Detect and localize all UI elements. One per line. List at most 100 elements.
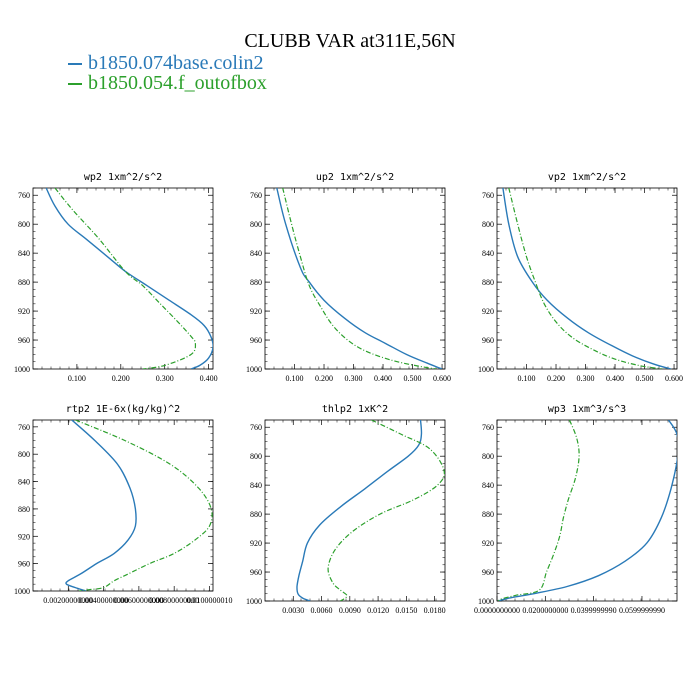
y-tick-label: 880 [18, 278, 30, 287]
chart-title: thlp2 1xK^2 [322, 404, 388, 415]
y-tick-label: 760 [250, 423, 262, 432]
y-tick-label: 920 [482, 539, 494, 548]
y-tick-label: 960 [250, 336, 262, 345]
y-tick-label: 880 [482, 510, 494, 519]
x-tick-label: 0.600 [433, 374, 451, 383]
legend-line-icon [68, 83, 82, 86]
y-tick-label: 880 [482, 278, 494, 287]
x-tick-label: 0.0200000000 [522, 606, 568, 615]
y-tick-label: 960 [18, 560, 30, 569]
chart-panel-4: thlp2 1xK^2 760 800 840 880 920 960 1000 0.0030 0… [246, 404, 446, 615]
x-tick-label: 0.0060 [311, 606, 333, 615]
series-line-1 [54, 188, 197, 369]
y-tick-label: 1000 [14, 587, 30, 596]
chart-title: wp3 1xm^3/s^3 [548, 404, 626, 415]
x-tick-label: 0.400 [200, 374, 218, 383]
x-tick-label: 0.500 [636, 374, 654, 383]
x-tick-label: 0.0399999990 [571, 606, 617, 615]
y-tick-label: 960 [18, 336, 30, 345]
y-tick-label: 800 [482, 220, 494, 229]
y-tick-label: 800 [18, 450, 30, 459]
series-line-0 [502, 188, 672, 369]
x-tick-label: 0.0030 [282, 606, 304, 615]
x-tick-label: 0.100 [518, 374, 536, 383]
series-line-1 [75, 420, 213, 591]
y-tick-label: 880 [18, 505, 30, 514]
series-line-0 [296, 420, 423, 601]
chart-title: up2 1xm^2/s^2 [316, 172, 394, 183]
y-tick-label: 760 [18, 191, 30, 200]
x-tick-label: 0.300 [156, 374, 174, 383]
y-tick-label: 920 [18, 307, 30, 316]
series-line-1 [327, 420, 445, 601]
x-tick-label: 0.300 [577, 374, 595, 383]
legend-entry-0: b1850.074base.colin2 [68, 52, 264, 75]
x-tick-label: 0.100 [68, 374, 86, 383]
y-tick-label: 920 [250, 307, 262, 316]
x-tick-label: 0.00200000000 [43, 596, 93, 605]
x-tick-label: 0.0120 [367, 606, 389, 615]
x-tick-label: 0.0100000010 [186, 596, 232, 605]
y-tick-label: 840 [482, 249, 494, 258]
y-tick-label: 880 [250, 510, 262, 519]
series-line-1 [497, 420, 580, 601]
chart-panel-0: wp2 1xm^2/s^2 760 800 840 880 920 960 1000 0.100… [14, 172, 218, 383]
x-tick-label: 0.0599999990 [619, 606, 665, 615]
y-tick-label: 840 [250, 481, 262, 490]
y-tick-label: 880 [250, 278, 262, 287]
y-tick-label: 760 [482, 423, 494, 432]
chart-panel-5: wp3 1xm^3/s^3 760 800 840 880 920 960 10000.000… [474, 404, 678, 615]
legend-entry-1: b1850.054.f_outofbox [68, 72, 267, 95]
x-tick-label: 0.100 [286, 374, 304, 383]
x-tick-label: 0.200 [547, 374, 565, 383]
x-tick-label: 0.00800000000 [149, 596, 199, 605]
x-tick-label: 0.00600000000 [114, 596, 164, 605]
series-line-1 [282, 188, 437, 369]
y-tick-label: 920 [250, 539, 262, 548]
y-tick-label: 840 [482, 481, 494, 490]
figure-title: CLUBB VAR at311E,56N [244, 30, 456, 52]
y-tick-label: 840 [18, 478, 30, 487]
series-line-1 [508, 188, 663, 369]
legend-line-icon [68, 63, 82, 66]
x-tick-label: 0.400 [374, 374, 392, 383]
y-tick-label: 1000 [478, 597, 494, 606]
y-tick-label: 800 [250, 220, 262, 229]
series-line-0 [65, 420, 137, 591]
x-tick-label: 0.0180 [424, 606, 446, 615]
y-tick-label: 800 [18, 220, 30, 229]
plot-frame [264, 187, 446, 370]
x-tick-label: 0.200 [315, 374, 333, 383]
y-tick-label: 1000 [14, 365, 30, 374]
legend-label: b1850.074base.colin2 [88, 52, 264, 74]
x-tick-label: 0.400 [606, 374, 624, 383]
chart-panel-1: up2 1xm^2/s^2 760 800 840 880 920 960 1000 0.100… [246, 172, 451, 383]
y-tick-label: 840 [18, 249, 30, 258]
chart-title: vp2 1xm^2/s^2 [548, 172, 626, 183]
y-tick-label: 960 [482, 568, 494, 577]
y-tick-label: 800 [250, 452, 262, 461]
y-tick-label: 800 [482, 452, 494, 461]
series-line-0 [45, 188, 213, 369]
y-tick-label: 920 [18, 532, 30, 541]
chart-title: wp2 1xm^2/s^2 [84, 172, 162, 183]
y-tick-label: 840 [250, 249, 262, 258]
x-tick-label: 0.600 [665, 374, 683, 383]
y-tick-label: 1000 [246, 597, 262, 606]
y-tick-label: 960 [250, 568, 262, 577]
x-tick-label: 0.0000000000 [474, 606, 520, 615]
y-tick-label: 920 [482, 307, 494, 316]
legend-label: b1850.054.f_outofbox [88, 72, 267, 94]
y-tick-label: 760 [18, 423, 30, 432]
y-tick-label: 960 [482, 336, 494, 345]
x-tick-label: 0.500 [404, 374, 422, 383]
series-line-0 [498, 420, 677, 601]
y-tick-label: 1000 [478, 365, 494, 374]
x-tick-label: 0.0150 [395, 606, 417, 615]
plot-frame [496, 419, 678, 602]
x-tick-label: 0.200 [112, 374, 130, 383]
y-tick-label: 760 [250, 191, 262, 200]
x-tick-label: 0.00400000000 [79, 596, 129, 605]
x-tick-label: 0.300 [345, 374, 363, 383]
